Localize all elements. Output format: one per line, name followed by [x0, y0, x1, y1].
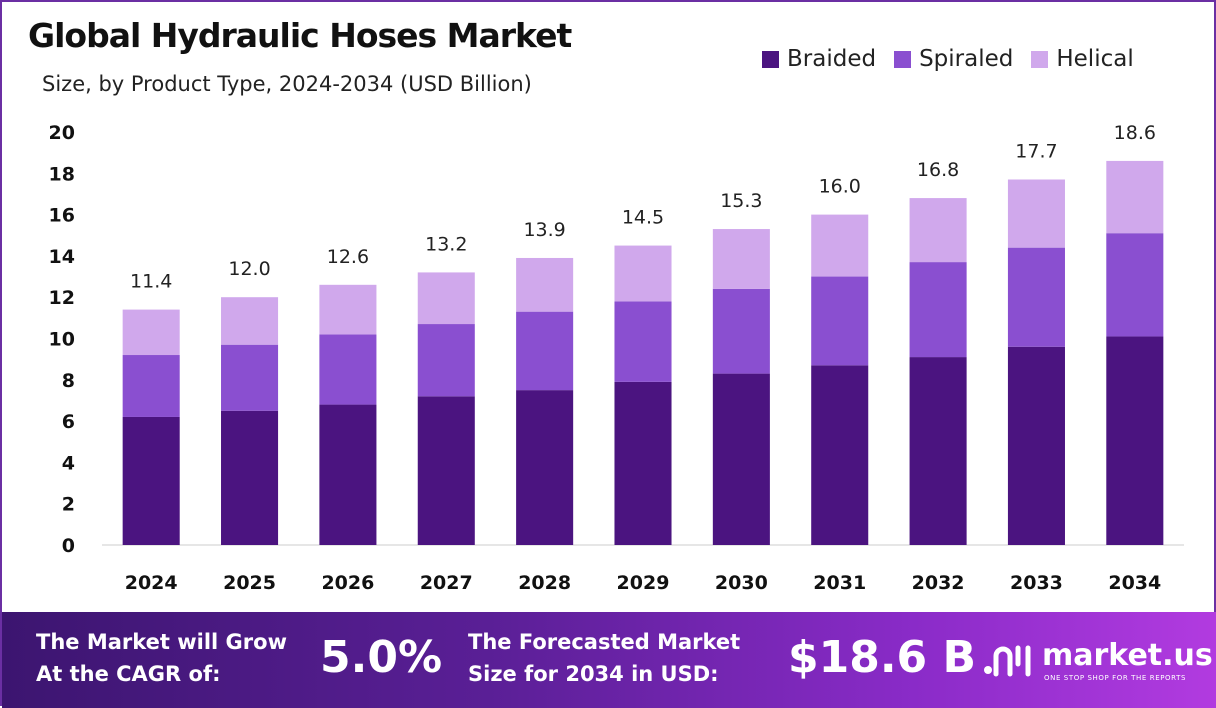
bar-helical-2033	[1007, 179, 1065, 248]
legend-label-braided: Braided	[787, 46, 877, 72]
chart-title: Global Hydraulic Hoses Market	[28, 16, 572, 55]
total-label-2034: 18.6	[1114, 122, 1156, 144]
y-tick-label: 16	[49, 205, 75, 227]
bar-spiraled-2026	[319, 334, 377, 405]
bar-braided-2032	[909, 357, 967, 545]
bar-braided-2025	[221, 410, 279, 545]
total-label-2026: 12.6	[327, 246, 369, 268]
y-tick-label: 4	[62, 452, 75, 474]
forecast-label-line1: The Forecasted Market	[468, 630, 741, 654]
bar-helical-2031	[811, 214, 869, 277]
cagr-label-line1: The Market will Grow	[36, 630, 287, 654]
y-tick-label: 6	[62, 411, 75, 433]
total-label-2025: 12.0	[228, 258, 270, 280]
brand-tagline: ONE STOP SHOP FOR THE REPORTS	[1044, 674, 1187, 682]
total-label-2032: 16.8	[917, 159, 959, 181]
legend-label-spiraled: Spiraled	[919, 46, 1014, 72]
x-tick-label-2034: 2034	[1108, 572, 1161, 594]
bar-spiraled-2029	[614, 301, 672, 382]
footer-banner: The Market will Grow At the CAGR of: 5.0…	[2, 612, 1216, 708]
bar-braided-2026	[319, 404, 377, 545]
bar-helical-2032	[909, 198, 967, 263]
total-label-2029: 14.5	[622, 207, 664, 229]
legend-swatch-helical	[1031, 50, 1049, 68]
bar-spiraled-2031	[811, 276, 869, 366]
cagr-label-line2: At the CAGR of:	[36, 662, 221, 686]
bar-braided-2027	[417, 396, 475, 545]
bar-braided-2031	[811, 365, 869, 545]
x-tick-label-2026: 2026	[321, 572, 374, 594]
bar-spiraled-2033	[1007, 247, 1065, 347]
x-tick-label-2025: 2025	[223, 572, 276, 594]
bar-helical-2030	[712, 229, 770, 289]
bar-braided-2030	[712, 373, 770, 545]
x-tick-label-2032: 2032	[912, 572, 965, 594]
bar-helical-2034	[1106, 160, 1164, 234]
cagr-label: The Market will Grow At the CAGR of:	[36, 626, 287, 690]
total-label-2033: 17.7	[1015, 140, 1057, 162]
bar-spiraled-2027	[417, 324, 475, 397]
x-tick-label-2024: 2024	[125, 572, 178, 594]
bar-braided-2024	[122, 416, 180, 545]
x-tick-label-2027: 2027	[420, 572, 473, 594]
legend-item-helical: Helical	[1031, 46, 1134, 72]
stacked-bar-chart: 0 2 4 6 8 10 12 14 16 18 20 11.4 2024 12.0 2025 12.6 202…	[49, 122, 1184, 594]
bar-helical-2026	[319, 284, 377, 335]
bar-braided-2034	[1106, 336, 1164, 545]
legend-label-helical: Helical	[1056, 46, 1134, 72]
total-label-2028: 13.9	[523, 219, 565, 241]
bar-spiraled-2032	[909, 262, 967, 358]
total-label-2027: 13.2	[425, 233, 467, 255]
bar-helical-2029	[614, 245, 672, 302]
y-tick-label: 20	[49, 122, 75, 144]
forecast-value: $18.6 B	[788, 632, 977, 683]
legend-swatch-spiraled	[894, 50, 912, 68]
chart-subtitle: Size, by Product Type, 2024-2034 (USD Bi…	[42, 72, 532, 96]
total-label-2030: 15.3	[720, 190, 762, 212]
y-tick-label: 2	[62, 494, 75, 516]
total-label-2024: 11.4	[130, 271, 172, 293]
bar-spiraled-2030	[712, 288, 770, 374]
forecast-label: The Forecasted Market Size for 2034 in U…	[468, 626, 740, 690]
y-tick-label: 10	[49, 329, 75, 351]
bar-braided-2033	[1007, 346, 1065, 545]
y-tick-label: 8	[62, 370, 75, 392]
market-us-logo-icon	[984, 645, 1031, 677]
bar-helical-2024	[122, 309, 180, 356]
x-tick-label-2029: 2029	[617, 572, 670, 594]
bar-helical-2027	[417, 272, 475, 325]
legend-item-braided: Braided	[762, 46, 876, 72]
x-tick-label-2030: 2030	[715, 572, 768, 594]
bar-spiraled-2024	[122, 355, 180, 417]
brand-name: market.us	[1042, 638, 1213, 673]
forecast-label-line2: Size for 2034 in USD:	[468, 662, 719, 686]
bar-spiraled-2025	[221, 344, 279, 411]
x-tick-label-2028: 2028	[518, 572, 571, 594]
x-tick-label-2033: 2033	[1010, 572, 1063, 594]
y-tick-label: 12	[49, 287, 75, 309]
y-tick-label: 0	[62, 535, 75, 557]
y-tick-label: 18	[49, 163, 75, 185]
bar-helical-2025	[221, 297, 279, 345]
legend-swatch-braided	[762, 50, 779, 68]
chart-legend: Braided Spiraled Helical	[762, 46, 1152, 72]
y-tick-label: 14	[49, 246, 75, 268]
bar-spiraled-2028	[516, 311, 574, 391]
total-label-2031: 16.0	[819, 176, 861, 198]
bar-braided-2028	[516, 390, 574, 545]
bar-spiraled-2034	[1106, 233, 1164, 337]
x-tick-label-2031: 2031	[813, 572, 866, 594]
bar-braided-2029	[614, 381, 672, 545]
legend-item-spiraled: Spiraled	[894, 46, 1013, 72]
bar-helical-2028	[516, 257, 574, 312]
cagr-value: 5.0%	[320, 632, 443, 683]
